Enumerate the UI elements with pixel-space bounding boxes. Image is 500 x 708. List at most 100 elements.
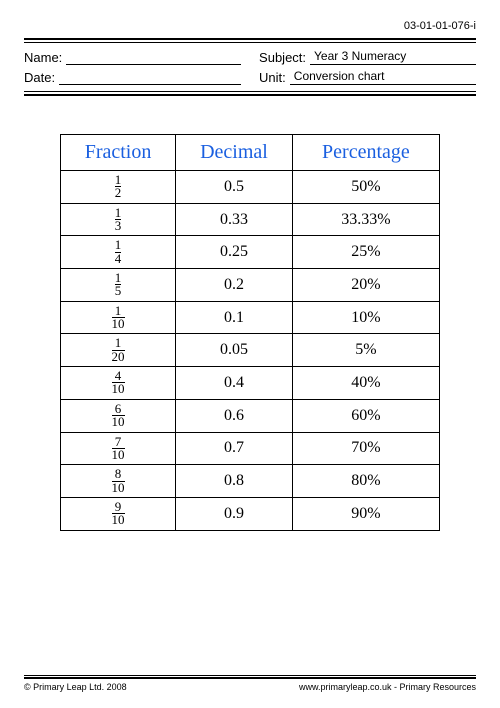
meta-rule-thick xyxy=(24,94,476,96)
fraction-denominator: 3 xyxy=(115,219,122,232)
fraction-numerator: 7 xyxy=(112,436,125,448)
table-row: 610 0.660% xyxy=(61,399,440,432)
cell-percentage: 5% xyxy=(292,334,439,367)
date-label: Date: xyxy=(24,70,59,85)
meta-right-column: Subject: Year 3 Numeracy Unit: Conversio… xyxy=(259,49,476,89)
cell-fraction: 410 xyxy=(61,367,176,400)
table-row: 410 0.440% xyxy=(61,367,440,400)
fraction-denominator: 10 xyxy=(112,382,125,395)
fraction: 110 xyxy=(112,305,125,331)
table-row: 810 0.880% xyxy=(61,465,440,498)
cell-percentage: 25% xyxy=(292,236,439,269)
date-field[interactable] xyxy=(59,69,241,85)
footer-copyright: © Primary Leap Ltd. 2008 xyxy=(24,682,127,692)
footer: © Primary Leap Ltd. 2008 www.primaryleap… xyxy=(24,675,476,692)
cell-decimal: 0.25 xyxy=(176,236,293,269)
meta-rule-thin xyxy=(24,91,476,92)
cell-fraction: 120 xyxy=(61,334,176,367)
header-percentage: Percentage xyxy=(292,135,439,171)
table-row: 710 0.770% xyxy=(61,432,440,465)
cell-percentage: 60% xyxy=(292,399,439,432)
conversion-table-wrap: Fraction Decimal Percentage 120.550%130.… xyxy=(60,134,440,531)
table-row: 13 0.3333.33% xyxy=(61,203,440,236)
cell-fraction: 810 xyxy=(61,465,176,498)
unit-label: Unit: xyxy=(259,70,290,85)
fraction: 120 xyxy=(112,337,125,363)
header-rule-thin xyxy=(24,42,476,43)
cell-decimal: 0.6 xyxy=(176,399,293,432)
cell-fraction: 15 xyxy=(61,269,176,302)
fraction-denominator: 20 xyxy=(112,350,125,363)
fraction-denominator: 5 xyxy=(115,284,122,297)
fraction-denominator: 2 xyxy=(115,186,122,199)
meta-block: Name: Date: Subject: Year 3 Numeracy Uni… xyxy=(24,49,476,89)
cell-fraction: 610 xyxy=(61,399,176,432)
fraction: 15 xyxy=(115,272,122,298)
fraction: 710 xyxy=(112,436,125,462)
subject-value: Year 3 Numeracy xyxy=(310,49,476,65)
cell-fraction: 710 xyxy=(61,432,176,465)
fraction: 610 xyxy=(112,403,125,429)
conversion-table: Fraction Decimal Percentage 120.550%130.… xyxy=(60,134,440,531)
cell-decimal: 0.2 xyxy=(176,269,293,302)
footer-rule-thin xyxy=(24,675,476,676)
unit-row: Unit: Conversion chart xyxy=(259,69,476,85)
header-rule-thick xyxy=(24,38,476,40)
table-body: 120.550%130.3333.33%140.2525%150.220%110… xyxy=(61,171,440,531)
fraction: 810 xyxy=(112,468,125,494)
cell-percentage: 40% xyxy=(292,367,439,400)
table-row: 120.550% xyxy=(61,171,440,204)
fraction-denominator: 10 xyxy=(112,317,125,330)
subject-row: Subject: Year 3 Numeracy xyxy=(259,49,476,65)
fraction-numerator: 1 xyxy=(112,337,125,349)
fraction-denominator: 10 xyxy=(112,448,125,461)
cell-percentage: 10% xyxy=(292,301,439,334)
cell-percentage: 33.33% xyxy=(292,203,439,236)
fraction: 910 xyxy=(112,501,125,527)
cell-decimal: 0.8 xyxy=(176,465,293,498)
subject-label: Subject: xyxy=(259,50,310,65)
name-field[interactable] xyxy=(66,49,241,65)
cell-decimal: 0.1 xyxy=(176,301,293,334)
cell-fraction: 14 xyxy=(61,236,176,269)
cell-decimal: 0.4 xyxy=(176,367,293,400)
cell-percentage: 90% xyxy=(292,497,439,530)
cell-percentage: 70% xyxy=(292,432,439,465)
name-label: Name: xyxy=(24,50,66,65)
table-row: 14 0.2525% xyxy=(61,236,440,269)
table-row: 15 0.220% xyxy=(61,269,440,302)
table-row: 120 0.055% xyxy=(61,334,440,367)
table-row: 910 0.990% xyxy=(61,497,440,530)
document-id: 03-01-01-076-i xyxy=(24,20,476,32)
date-row: Date: xyxy=(24,69,241,85)
cell-decimal: 0.9 xyxy=(176,497,293,530)
header-fraction: Fraction xyxy=(61,135,176,171)
cell-percentage: 80% xyxy=(292,465,439,498)
fraction-denominator: 10 xyxy=(112,481,125,494)
unit-value: Conversion chart xyxy=(290,69,476,85)
header-decimal: Decimal xyxy=(176,135,293,171)
fraction: 13 xyxy=(115,207,122,233)
meta-left-column: Name: Date: xyxy=(24,49,241,89)
fraction: 14 xyxy=(115,239,122,265)
cell-decimal: 0.5 xyxy=(176,171,293,204)
cell-fraction: 110 xyxy=(61,301,176,334)
fraction-numerator: 1 xyxy=(115,239,122,251)
cell-decimal: 0.7 xyxy=(176,432,293,465)
footer-rule-thick xyxy=(24,677,476,679)
fraction-denominator: 10 xyxy=(112,415,125,428)
worksheet-page: 03-01-01-076-i Name: Date: Subject: Year… xyxy=(0,0,500,708)
fraction: 410 xyxy=(112,370,125,396)
cell-percentage: 20% xyxy=(292,269,439,302)
cell-decimal: 0.05 xyxy=(176,334,293,367)
cell-fraction: 13 xyxy=(61,203,176,236)
fraction-numerator: 8 xyxy=(112,468,125,480)
cell-decimal: 0.33 xyxy=(176,203,293,236)
cell-fraction: 910 xyxy=(61,497,176,530)
fraction-denominator: 10 xyxy=(112,513,125,526)
table-header-row: Fraction Decimal Percentage xyxy=(61,135,440,171)
fraction-denominator: 4 xyxy=(115,252,122,265)
cell-percentage: 50% xyxy=(292,171,439,204)
footer-row: © Primary Leap Ltd. 2008 www.primaryleap… xyxy=(24,682,476,692)
name-row: Name: xyxy=(24,49,241,65)
